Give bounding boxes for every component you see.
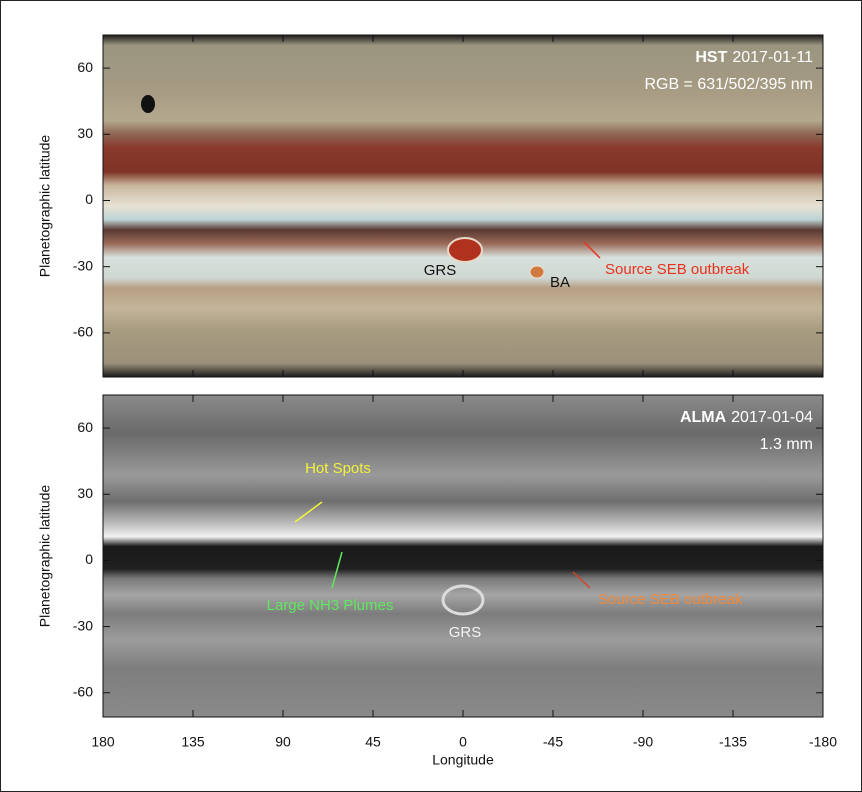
instrument: HST	[695, 49, 727, 66]
y-tick-label: -60	[73, 683, 93, 699]
annotation: GRS	[424, 262, 457, 279]
annotation: BA	[550, 274, 570, 291]
y-tick-label: -30	[73, 617, 93, 633]
instrument: ALMA	[680, 409, 727, 426]
y-tick-label: 60	[77, 59, 93, 75]
annotation: Source SEB outbreak	[598, 591, 743, 608]
x-axis-label: Longitude	[432, 752, 494, 768]
y-tick-label: 30	[77, 125, 93, 141]
date: 2017-01-04	[731, 409, 813, 426]
x-tick-label: -90	[633, 734, 653, 750]
annotation: Hot Spots	[305, 460, 371, 477]
x-tick-label: 135	[181, 734, 205, 750]
y-axis-label: Planetographic latitude	[37, 135, 53, 278]
annotation: Source SEB outbreak	[605, 261, 750, 278]
y-tick-label: 30	[77, 485, 93, 501]
alma-image	[103, 395, 823, 717]
x-tick-label: -135	[719, 734, 747, 750]
panel-note: 1.3 mm	[760, 436, 813, 453]
y-tick-label: -60	[73, 324, 93, 340]
y-tick-label: 0	[85, 191, 93, 207]
y-tick-label: -30	[73, 257, 93, 273]
ba-spot	[530, 266, 544, 278]
date: 2017-01-11	[732, 49, 813, 66]
panel-note: RGB = 631/502/395 nm	[644, 76, 813, 93]
annotation: Large NH3 Plumes	[267, 597, 394, 614]
x-tick-label: -180	[809, 734, 837, 750]
y-axis-label: Planetographic latitude	[37, 485, 53, 628]
grs-spot	[448, 238, 482, 262]
x-tick-label: 180	[91, 734, 115, 750]
y-tick-label: 0	[85, 551, 93, 567]
x-tick-label: -45	[543, 734, 563, 750]
x-tick-label: 90	[275, 734, 291, 750]
annotation: GRS	[449, 624, 482, 641]
panel-title: HST 2017-01-11	[695, 49, 813, 66]
y-tick-label: 60	[77, 419, 93, 435]
x-tick-label: 0	[459, 734, 467, 750]
moon-shadow	[141, 95, 155, 113]
figure: 60 30 0 -30 -60 Planetographic latitude HST 201…	[0, 0, 862, 792]
x-tick-label: 45	[365, 734, 381, 750]
